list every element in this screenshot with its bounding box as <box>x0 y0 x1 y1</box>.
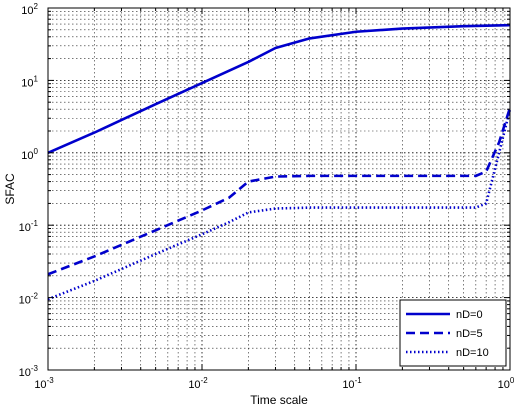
legend-label: nD=10 <box>456 347 489 359</box>
tick-layer <box>47 8 510 371</box>
y-tick-label: 101 <box>21 74 38 89</box>
series-layer <box>47 23 512 301</box>
y-tick-label: 10-1 <box>19 219 39 234</box>
y-tick-label: 10-3 <box>19 364 39 379</box>
series-line-nd-5 <box>47 107 512 276</box>
y-tick-label: 102 <box>21 2 38 17</box>
label-layer: 10-3 10-2 10-1 100 10-3 10-2 10-1 100 101 102 <box>19 2 515 391</box>
x-tick-label: 10-2 <box>188 376 208 391</box>
series-line-nd-0 <box>47 23 511 154</box>
y-axis-label: SFAC <box>3 173 17 205</box>
legend-label: nD=0 <box>456 309 483 321</box>
y-tick-label: 100 <box>21 147 38 162</box>
y-tick-label: 10-2 <box>19 292 39 307</box>
x-tick-label: 10-3 <box>34 376 54 391</box>
plot-frame <box>47 7 511 371</box>
x-axis-label: Time scale <box>250 393 308 407</box>
legend-label: nD=5 <box>456 328 483 340</box>
x-tick-label: 100 <box>498 376 515 391</box>
legend-box <box>399 299 507 367</box>
x-tick-label: 10-1 <box>342 376 362 391</box>
legend: nD=0 nD=5 nD=10 <box>399 299 507 367</box>
